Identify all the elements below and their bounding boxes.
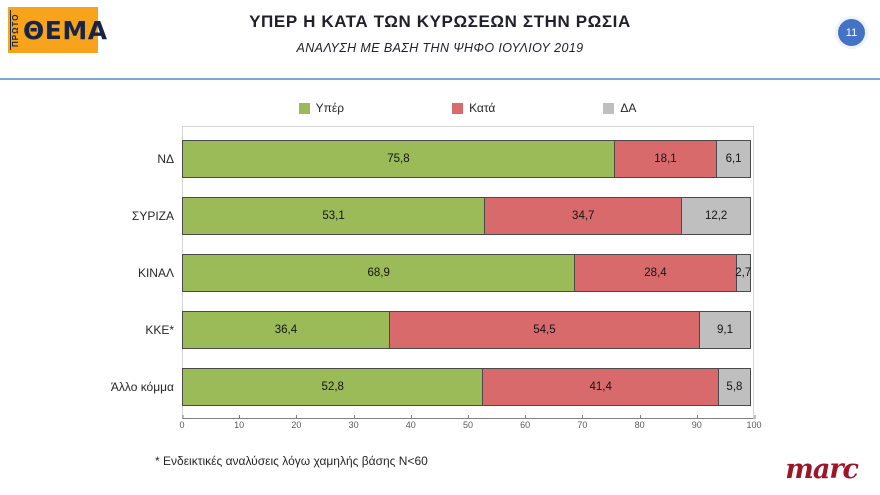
value-label: 34,7 [572,209,595,222]
bar-segment: 5,8 [717,367,751,406]
legend-item: Κατά [452,101,495,115]
bar-row: ΝΔ 75,8 18,1 6,1 [30,130,753,187]
x-tick-label: 10 [234,415,245,430]
value-label: 36,4 [274,323,298,336]
bar-segment: 12,2 [681,196,751,235]
value-label: 54,5 [533,323,556,336]
bar-segment: 54,5 [388,310,701,349]
x-tick-label: 100 [746,415,762,430]
legend-label: Υπέρ [315,101,345,115]
bar-track: 53,1 34,7 12,2 [182,196,753,235]
bar-row: ΣΥΡΙΖΑ 53,1 34,7 12,2 [30,187,753,244]
bar-row: ΚΙΝΑΛ 68,9 28,4 2,7 [30,244,753,301]
header-divider [0,78,880,80]
protothema-logo-main-text: ΘΕΜΑ [23,15,108,45]
legend-item: Υπέρ [298,101,345,115]
bar-segment: 6,1 [716,139,751,178]
value-label: 41,4 [589,380,612,393]
x-tick-label: 20 [291,415,302,430]
bar-track: 68,9 28,4 2,7 [182,253,753,292]
bar-segment: 28,4 [574,253,737,292]
chart-legend: Υπέρ Κατά ΔΑ [182,100,753,116]
value-label: 5,8 [726,380,743,393]
x-axis: 0 10 20 30 40 50 60 70 80 90 100 [179,415,762,433]
category-label: Άλλο κόμμα [110,379,174,394]
bar-segment: 36,4 [182,310,390,349]
bar-track: 75,8 18,1 6,1 [182,139,753,178]
bar-segment: 52,8 [182,367,484,406]
legend-swatch-icon [452,102,464,114]
category-label: ΝΔ [157,151,174,166]
legend-label: ΔΑ [620,101,637,115]
x-tick-label: 0 [179,415,185,430]
x-tick-label: 60 [520,415,531,430]
legend-swatch-icon [298,102,310,114]
page-subtitle: ΑΝΑΛΥΣΗ ΜΕ ΒΑΣΗ ΤΗΝ ΨΗΦΟ ΙΟΥΛΙΟΥ 2019 [296,41,584,55]
value-label: 2,7 [735,266,752,279]
category-label: ΚΚΕ* [145,322,174,337]
x-tick-label: 30 [348,415,359,430]
protothema-logo-top-text: ΠΡΩΤΟ [10,10,21,50]
bar-row: ΚΚΕ* 36,4 54,5 9,1 [30,301,753,358]
bar-segment: 75,8 [182,139,615,178]
x-tick-label: 40 [405,415,416,430]
page-number-badge: 11 [838,19,865,46]
bar-segment: 34,7 [484,196,683,235]
bar-segment: 68,9 [182,253,576,292]
value-label: 68,9 [367,266,390,279]
value-label: 6,1 [725,152,742,165]
bar-segment: 2,7 [735,253,752,292]
x-tick-label: 90 [691,415,702,430]
protothema-logo: ΠΡΩΤΟ ΘΕΜΑ [8,7,107,53]
value-label: 53,1 [322,209,345,222]
stacked-bar-chart: Υπέρ Κατά ΔΑ ΝΔ 75,8 18,1 6,1 ΣΥΡΙΖΑ 53,1 34,7 12… [30,100,762,433]
x-tick-label: 50 [462,415,474,430]
value-label: 75,8 [387,152,410,165]
value-label: 9,1 [717,323,733,336]
chart-plot-area: ΝΔ 75,8 18,1 6,1 ΣΥΡΙΖΑ 53,1 34,7 12,2 ΚΙΝΑΛ 68,9… [30,126,754,419]
bar-track: 36,4 54,5 9,1 [182,310,753,349]
page-title: ΥΠΕΡ Η ΚΑΤΑ ΤΩΝ ΚΥΡΩΣΕΩΝ ΣΤΗΝ ΡΩΣΙΑ [249,12,631,31]
value-label: 18,1 [654,152,677,165]
value-label: 28,4 [644,266,667,279]
bar-track: 52,8 41,4 5,8 [182,367,753,406]
bar-segment: 9,1 [699,310,751,349]
value-label: 12,2 [704,209,728,222]
bar-row: Άλλο κόμμα 52,8 41,4 5,8 [30,358,753,415]
category-label: ΣΥΡΙΖΑ [131,208,174,223]
x-tick-label: 80 [634,415,645,430]
legend-label: Κατά [469,101,496,115]
bar-segment: 41,4 [482,367,719,406]
header: ΥΠΕΡ Η ΚΑΤΑ ΤΩΝ ΚΥΡΩΣΕΩΝ ΣΤΗΝ ΡΩΣΙΑ ΑΝΑΛ… [120,12,760,55]
legend-item: ΔΑ [603,101,636,115]
footnote: * Ενδεικτικές αναλύσεις λόγω χαμηλής βάσ… [155,454,428,468]
bar-segment: 18,1 [613,139,718,178]
value-label: 52,8 [321,380,344,393]
legend-swatch-icon [603,102,615,114]
marc-logo: marc [785,454,859,485]
bar-segment: 53,1 [182,196,486,235]
x-tick-label: 70 [577,415,588,430]
category-label: ΚΙΝΑΛ [137,265,174,280]
